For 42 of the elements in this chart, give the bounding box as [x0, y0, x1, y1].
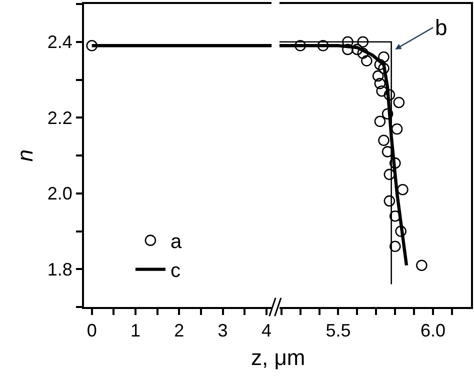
point — [393, 96, 405, 108]
x-tick-label: 5.5 — [326, 320, 351, 341]
point — [378, 134, 390, 146]
x-tick-label: 3 — [218, 320, 228, 341]
y-tick-label: 2.0 — [47, 184, 72, 204]
point — [372, 70, 384, 82]
point — [374, 78, 386, 90]
point — [357, 36, 369, 48]
point — [352, 44, 363, 56]
point — [374, 58, 386, 70]
point — [378, 62, 390, 74]
point — [389, 240, 401, 252]
x-tick-label: 6.0 — [420, 320, 446, 341]
x-axis-title: z, μm — [251, 345, 306, 370]
y-tick-label: 1.8 — [47, 259, 72, 280]
y-tick-label: 2.2 — [47, 108, 72, 128]
point — [389, 157, 401, 169]
point — [391, 123, 403, 135]
point — [397, 184, 408, 196]
point — [294, 40, 306, 52]
point — [382, 108, 394, 120]
point — [357, 48, 369, 59]
point — [384, 195, 396, 207]
x-tick-label: 1 — [130, 320, 141, 341]
point — [342, 44, 354, 56]
point — [374, 116, 386, 128]
point — [384, 168, 396, 180]
point — [416, 260, 428, 271]
y-tick-label: 2.4 — [47, 32, 72, 52]
point — [317, 40, 329, 52]
y-axis-title: n — [12, 149, 38, 162]
point — [384, 89, 396, 101]
annotation: b — [435, 15, 448, 40]
point — [376, 85, 388, 97]
x-tick-label: 4 — [261, 320, 272, 341]
point — [395, 226, 406, 237]
point — [361, 55, 372, 66]
x-tick-label: 0 — [86, 320, 97, 341]
point — [378, 51, 390, 63]
x-tick-label: 2 — [174, 320, 184, 341]
legend-label: c — [170, 260, 180, 282]
legend-label: a — [170, 231, 182, 254]
